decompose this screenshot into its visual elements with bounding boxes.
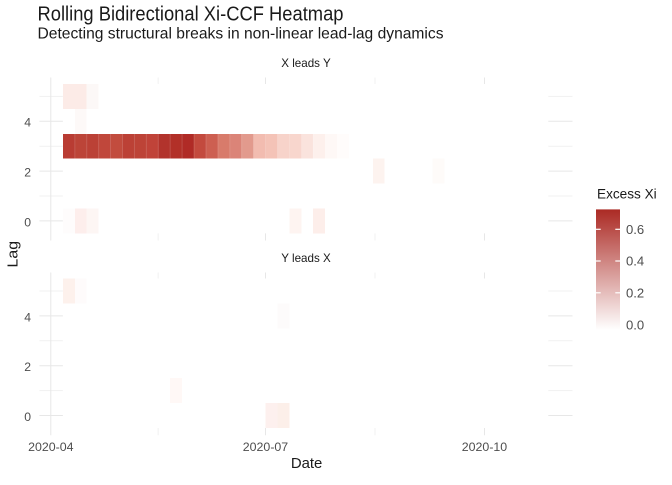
svg-text:0: 0	[24, 410, 31, 424]
svg-text:0.6: 0.6	[626, 222, 644, 237]
svg-text:2020-04: 2020-04	[28, 440, 74, 454]
svg-text:4: 4	[24, 310, 31, 324]
svg-text:Date: Date	[291, 455, 323, 472]
svg-text:0.0: 0.0	[626, 317, 644, 332]
svg-text:Y leads X: Y leads X	[281, 252, 331, 265]
svg-text:2: 2	[24, 166, 31, 180]
svg-text:4: 4	[24, 116, 31, 130]
svg-text:2020-10: 2020-10	[462, 440, 508, 454]
svg-text:Lag: Lag	[4, 241, 21, 267]
svg-text:Rolling Bidirectional Xi-CCF H: Rolling Bidirectional Xi-CCF Heatmap	[38, 3, 344, 25]
svg-text:0.4: 0.4	[626, 254, 644, 269]
svg-text:Excess Xi: Excess Xi	[597, 186, 657, 201]
svg-text:2020-07: 2020-07	[243, 440, 289, 454]
svg-text:Detecting structural breaks in: Detecting structural breaks in non-linea…	[38, 25, 444, 42]
svg-text:2: 2	[24, 360, 31, 374]
svg-text:0: 0	[24, 215, 31, 229]
svg-text:X leads Y: X leads Y	[281, 57, 331, 70]
svg-text:0.2: 0.2	[626, 285, 644, 300]
